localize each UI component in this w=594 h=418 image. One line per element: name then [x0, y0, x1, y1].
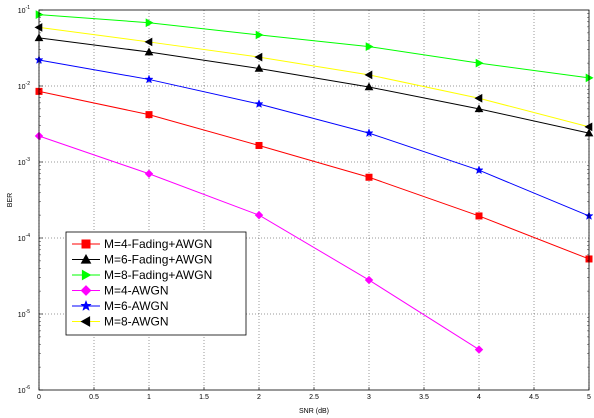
- x-tick-label: 5: [587, 394, 591, 401]
- data-point: [144, 169, 154, 178]
- x-tick-label: 4.5: [529, 394, 539, 401]
- legend-entry: M=4-Fading+AWGN: [72, 237, 212, 251]
- x-tick-label: 1.5: [199, 394, 209, 401]
- legend-marker: [80, 316, 91, 327]
- legend-entry: M=4-AWGN: [72, 284, 169, 298]
- y-tick-exponent: -3: [26, 157, 31, 163]
- y-tick-base: 10: [18, 312, 26, 319]
- data-point: [474, 165, 484, 175]
- data-point: [255, 141, 263, 149]
- y-tick-exponent: -1: [26, 5, 31, 11]
- data-point: [145, 18, 154, 28]
- series-m-8-awgn: [34, 23, 593, 132]
- data-point: [254, 63, 264, 72]
- data-point: [254, 210, 264, 220]
- x-tick-label: 0: [37, 394, 41, 401]
- series-line: [38, 14, 590, 79]
- x-tick-label: 3: [367, 394, 371, 401]
- legend-entry: M=6-Fading+AWGN: [72, 253, 212, 267]
- data-point: [365, 42, 374, 51]
- y-tick-base: 10: [18, 236, 26, 243]
- data-point: [364, 82, 374, 91]
- series-line: [38, 90, 590, 260]
- x-tick-label: 1: [147, 394, 151, 401]
- legend-marker: [80, 299, 92, 311]
- x-tick-label: 0.5: [89, 394, 99, 401]
- y-tick-label: 10-2: [18, 81, 30, 91]
- series-layer: [34, 10, 594, 354]
- y-tick-label: 10-5: [18, 309, 30, 319]
- legend-marker: [81, 239, 91, 249]
- legend-label: M=8-AWGN: [104, 315, 169, 329]
- data-point: [364, 128, 374, 138]
- y-axis-label: BER: [7, 193, 14, 207]
- data-point: [474, 93, 483, 103]
- legend-label: M=6-AWGN: [104, 299, 169, 313]
- x-axis-label: SNR (dB): [299, 408, 329, 415]
- legend-entry: M=8-Fading+AWGN: [72, 268, 212, 282]
- x-tick-label: 2: [257, 394, 261, 401]
- y-tick-base: 10: [18, 388, 26, 395]
- legend-label: M=4-Fading+AWGN: [104, 237, 212, 251]
- data-point: [364, 275, 374, 285]
- data-point: [145, 111, 153, 119]
- data-point: [144, 74, 154, 84]
- y-tick-label: 10-3: [18, 157, 30, 167]
- series-m-6-awgn: [34, 55, 594, 220]
- data-point: [475, 212, 483, 220]
- series-m-4-awgn: [34, 131, 484, 354]
- legend-label: M=6-Fading+AWGN: [104, 253, 212, 267]
- y-tick-label: 10-1: [18, 5, 30, 15]
- series-line: [38, 37, 590, 134]
- y-tick-label: 10-6: [18, 385, 30, 395]
- x-tick-label: 3.5: [419, 394, 429, 401]
- legend-entry: M=8-AWGN: [72, 315, 169, 329]
- legend: M=4-Fading+AWGN M=6-Fading+AWGNM=8-Fading…: [65, 231, 247, 336]
- legend-box: [65, 231, 247, 336]
- legend-marker: [80, 253, 92, 264]
- y-tick-exponent: -2: [26, 81, 31, 87]
- data-point: [474, 345, 484, 354]
- y-tick-base: 10: [18, 8, 26, 15]
- data-point: [254, 52, 263, 62]
- legend-marker: [81, 269, 92, 281]
- data-point: [364, 70, 373, 80]
- y-tick-exponent: -5: [26, 309, 31, 315]
- legend-marker: [80, 285, 92, 296]
- y-tick-label: 10-4: [18, 233, 30, 243]
- series-m-8-fading-awgn: [35, 10, 594, 83]
- y-tick-exponent: -6: [26, 385, 31, 391]
- series-line: [38, 26, 590, 128]
- x-tick-label: 4: [477, 394, 481, 401]
- series-line: [38, 59, 590, 217]
- y-tick-exponent: -4: [26, 233, 31, 239]
- data-point: [365, 173, 373, 181]
- legend-label: M=8-Fading+AWGN: [104, 268, 212, 282]
- y-tick-base: 10: [18, 84, 26, 91]
- y-tick-base: 10: [18, 160, 26, 167]
- data-point: [474, 104, 484, 113]
- data-point: [144, 47, 154, 56]
- data-point: [475, 58, 484, 68]
- data-point: [144, 37, 153, 47]
- x-tick-label: 2.5: [309, 394, 319, 401]
- data-point: [255, 30, 264, 40]
- ticks: 0 0.5 1 1.5 2 2.5 3 3.5 4 4.5 510-610-510-410-310-…: [18, 5, 591, 401]
- legend-entry: M=6-AWGN: [72, 299, 169, 313]
- data-point: [254, 99, 264, 108]
- legend-label: M=4-AWGN: [104, 284, 169, 298]
